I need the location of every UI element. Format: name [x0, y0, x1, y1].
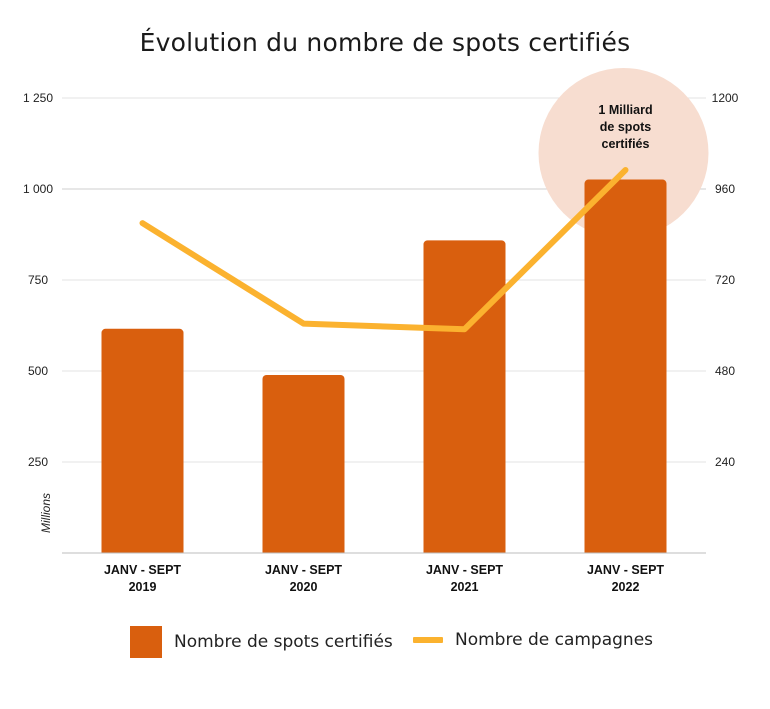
bar: [101, 328, 184, 553]
chart-title: Évolution du nombre de spots certifiés: [139, 28, 631, 57]
y-left-tick-label: 500: [28, 364, 48, 378]
bar-base: [101, 547, 184, 553]
y-left-tick-label: 750: [28, 273, 48, 287]
y-right-tick-label: 240: [715, 455, 735, 469]
line-series-campagnes: [139, 167, 629, 333]
y-right-tick-label: 480: [715, 364, 735, 378]
legend-swatch-spots: [130, 626, 162, 658]
bar-base: [262, 547, 345, 553]
x-tick-label: 2022: [612, 580, 640, 594]
y-left-tick-label: 1 000: [23, 182, 53, 196]
bar: [584, 179, 667, 553]
legend-item-spots: Nombre de spots certifiés: [130, 626, 393, 658]
legend: Nombre de spots certifiés Nombre de camp…: [0, 626, 770, 666]
y-right-tick-label: 1200: [712, 91, 739, 105]
x-tick-label: 2020: [290, 580, 318, 594]
legend-swatch-campagnes: [413, 637, 443, 643]
bar: [423, 240, 506, 553]
bar-base: [584, 547, 667, 553]
x-tick-label: 2019: [129, 580, 157, 594]
bar: [262, 375, 345, 553]
x-tick-label: JANV - SEPT: [104, 563, 181, 577]
legend-item-campagnes: Nombre de campagnes: [413, 630, 653, 650]
x-tick-label: 2021: [451, 580, 479, 594]
y-left-axis-label: Millions: [39, 493, 53, 533]
bar-base: [423, 547, 506, 553]
x-tick-label: JANV - SEPT: [265, 563, 342, 577]
x-tick-label: JANV - SEPT: [587, 563, 664, 577]
annotation-text: 1 Milliard: [598, 103, 652, 117]
annotation-text: certifiés: [602, 137, 650, 151]
y-left-tick-label: 1 250: [23, 91, 53, 105]
annotation-text: de spots: [600, 120, 651, 134]
legend-label-campagnes: Nombre de campagnes: [455, 630, 654, 650]
legend-label-spots: Nombre de spots certifiés: [174, 632, 393, 652]
y-right-tick-label: 720: [715, 273, 735, 287]
x-tick-label: JANV - SEPT: [426, 563, 503, 577]
y-left-tick-label: 250: [28, 455, 48, 469]
y-right-tick-label: 960: [715, 182, 735, 196]
